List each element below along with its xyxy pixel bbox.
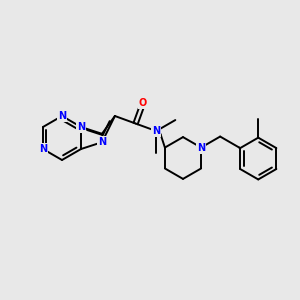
Text: N: N xyxy=(39,144,47,154)
Text: N: N xyxy=(98,137,106,147)
Text: N: N xyxy=(98,137,106,147)
Text: N: N xyxy=(152,126,160,136)
Text: N: N xyxy=(58,111,66,121)
Text: N: N xyxy=(58,111,66,121)
Text: O: O xyxy=(139,98,147,108)
Text: N: N xyxy=(39,144,47,154)
Text: N: N xyxy=(77,122,85,132)
Text: N: N xyxy=(197,142,205,152)
Text: N: N xyxy=(77,122,85,132)
Text: N: N xyxy=(152,126,160,136)
Text: O: O xyxy=(139,98,147,108)
Text: N: N xyxy=(197,142,205,152)
